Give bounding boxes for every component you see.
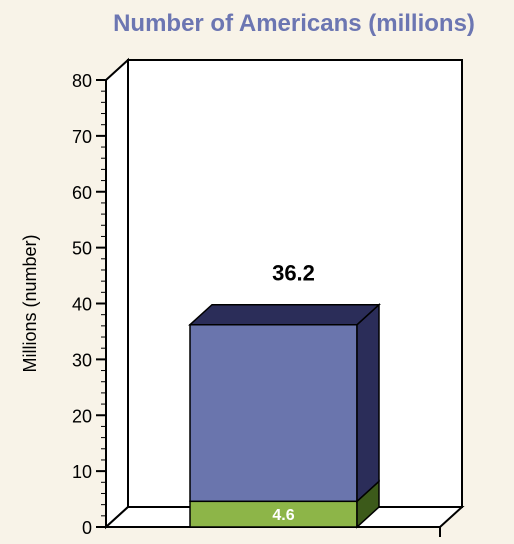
total-label: 36.2 [272, 261, 315, 286]
y-tick-label: 70 [72, 127, 92, 147]
bar-segment-side [356, 303, 380, 503]
y-tick-label: 0 [82, 518, 92, 538]
y-tick-label: 20 [72, 406, 92, 426]
bars: 4.6 36.2 [188, 261, 381, 529]
y-tick-label: 40 [72, 295, 92, 315]
y-axis-ticks: 0 10 20 30 40 50 60 70 80 [72, 71, 106, 538]
left-wall [105, 57, 129, 530]
y-tick-label: 10 [72, 462, 92, 482]
data-label: 4.6 [272, 507, 294, 524]
y-tick-label: 60 [72, 183, 92, 203]
y-tick-label: 80 [72, 71, 92, 91]
bar-segment-front [189, 323, 358, 503]
y-tick-label: 50 [72, 239, 92, 259]
y-axis-label: Millions (number) [20, 234, 40, 372]
chart-title: Number of Americans (millions) [113, 10, 475, 37]
bar-top-face [188, 303, 381, 326]
y-tick-label: 30 [72, 350, 92, 370]
